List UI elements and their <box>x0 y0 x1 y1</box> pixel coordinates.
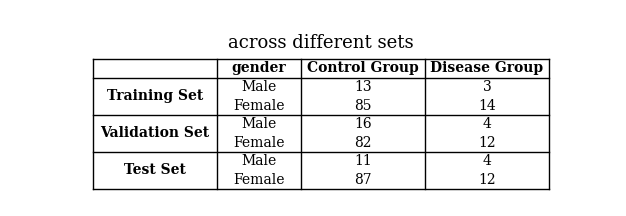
Text: 12: 12 <box>478 173 496 187</box>
Text: Female: Female <box>233 173 285 187</box>
Text: Disease Group: Disease Group <box>430 61 543 75</box>
Text: 3: 3 <box>483 80 491 94</box>
Text: Test Set: Test Set <box>124 163 186 177</box>
Text: 16: 16 <box>354 117 372 131</box>
Text: 85: 85 <box>354 98 372 113</box>
Text: 82: 82 <box>354 136 372 150</box>
Text: 13: 13 <box>354 80 372 94</box>
Text: Male: Male <box>241 117 277 131</box>
Text: 4: 4 <box>483 117 491 131</box>
Text: across different sets: across different sets <box>228 34 414 52</box>
Text: 12: 12 <box>478 136 496 150</box>
Text: 4: 4 <box>483 154 491 168</box>
Text: gender: gender <box>232 61 286 75</box>
Text: Validation Set: Validation Set <box>100 126 209 140</box>
Text: Male: Male <box>241 154 277 168</box>
Text: Control Group: Control Group <box>307 61 419 75</box>
Text: Training Set: Training Set <box>106 89 203 103</box>
Text: 87: 87 <box>354 173 372 187</box>
Text: 14: 14 <box>478 98 496 113</box>
Text: Female: Female <box>233 136 285 150</box>
Text: Female: Female <box>233 98 285 113</box>
Text: Male: Male <box>241 80 277 94</box>
Text: 11: 11 <box>354 154 372 168</box>
